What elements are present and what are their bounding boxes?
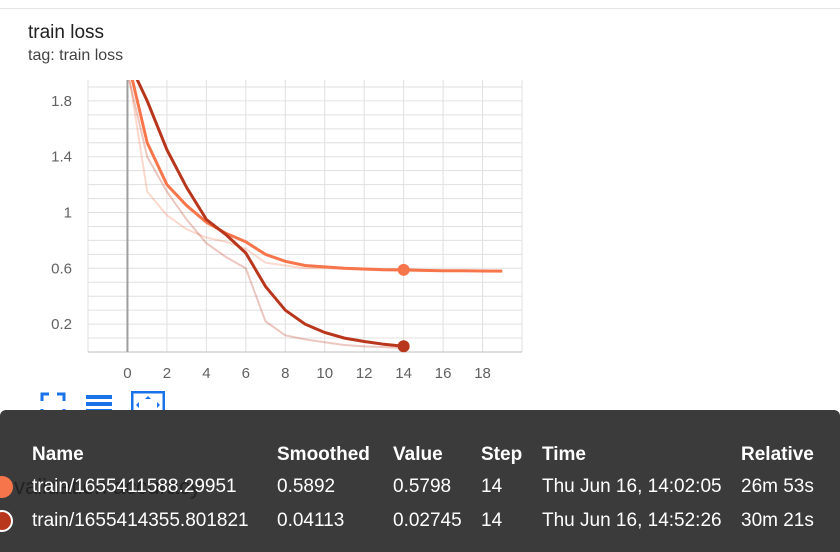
data-table: Name Smoothed Value Step Time Relative t…: [0, 440, 840, 538]
x-tick-label: 14: [395, 365, 412, 382]
table-header-row: Name Smoothed Value Step Time Relative: [0, 440, 840, 470]
col-header-smoothed[interactable]: Smoothed: [277, 444, 370, 465]
raw-series-line-2: [128, 80, 404, 350]
col-header-step[interactable]: Step: [481, 444, 523, 465]
col-header-name[interactable]: Name: [32, 444, 84, 465]
x-tick-label: 2: [163, 365, 171, 382]
card-tag: tag: train loss: [28, 47, 124, 64]
step-value: 14: [481, 476, 503, 497]
raw-value: 0.02745: [393, 510, 462, 531]
y-tick-label: 1.4: [51, 149, 72, 166]
relative-value: 30m 21s: [741, 510, 814, 531]
series-point-step-14[interactable]: [397, 263, 410, 276]
fullscreen-icon[interactable]: [40, 392, 66, 418]
x-tick-label: 0: [123, 365, 131, 382]
x-tick-label: 16: [435, 365, 452, 382]
x-tick-label: 6: [242, 365, 250, 382]
smoothed-value: 0.04113: [277, 510, 345, 531]
table-row[interactable]: train/1655411588.29951 0.5892 0.5798 14 …: [0, 470, 840, 504]
x-tick-label: 10: [316, 365, 333, 382]
y-tick-label: 0.6: [51, 260, 72, 277]
smoothed-value: 0.5892: [277, 476, 336, 497]
card-top-border: [0, 0, 840, 9]
swatch-header: [0, 440, 32, 470]
x-tick-label: 8: [281, 365, 289, 382]
card-title: train loss: [28, 22, 105, 43]
y-tick-label: 1: [64, 205, 72, 222]
chart-grid: [87, 80, 523, 353]
smoothed-series-line-1: [130, 80, 503, 273]
background-card-title: validation accuracy: [14, 474, 202, 499]
x-tick-label: 18: [474, 365, 491, 382]
run-name: train/1655411588.29951: [32, 476, 237, 497]
x-axis-ticks: 0 2 4 6 8 10 12 14 16 18: [123, 365, 491, 382]
line-chart[interactable]: 0.2 0.6 1 1.4 1.8 0 2 4 6 8 10 12 14 16 18: [0, 70, 560, 390]
table-row[interactable]: train/1655414355.801821 0.04113 0.02745 …: [0, 504, 840, 538]
step-value: 14: [481, 510, 503, 531]
chart-series: [128, 80, 503, 350]
raw-value: 0.5798: [393, 476, 452, 497]
relative-value: 26m 53s: [741, 476, 814, 497]
y-tick-label: 1.8: [51, 93, 72, 110]
col-header-relative[interactable]: Relative: [741, 444, 814, 465]
col-header-time[interactable]: Time: [542, 444, 587, 465]
chart-points[interactable]: [397, 263, 410, 353]
series-point-step-14[interactable]: [397, 340, 410, 353]
run-color-swatch: [0, 509, 13, 532]
x-tick-label: 12: [356, 365, 373, 382]
col-header-value[interactable]: Value: [393, 444, 443, 465]
time-value: Thu Jun 16, 14:02:05: [542, 476, 722, 497]
run-color-swatch: [0, 475, 13, 498]
y-tick-label: 0.2: [51, 316, 72, 333]
x-tick-label: 4: [202, 365, 210, 382]
run-name: train/1655414355.801821: [32, 510, 249, 531]
y-axis-ticks: 0.2 0.6 1 1.4 1.8: [51, 93, 72, 333]
time-value: Thu Jun 16, 14:52:26: [542, 510, 722, 531]
data-table-panel: Name Smoothed Value Step Time Relative t…: [0, 410, 840, 552]
smoothed-series-line-2: [135, 80, 404, 348]
